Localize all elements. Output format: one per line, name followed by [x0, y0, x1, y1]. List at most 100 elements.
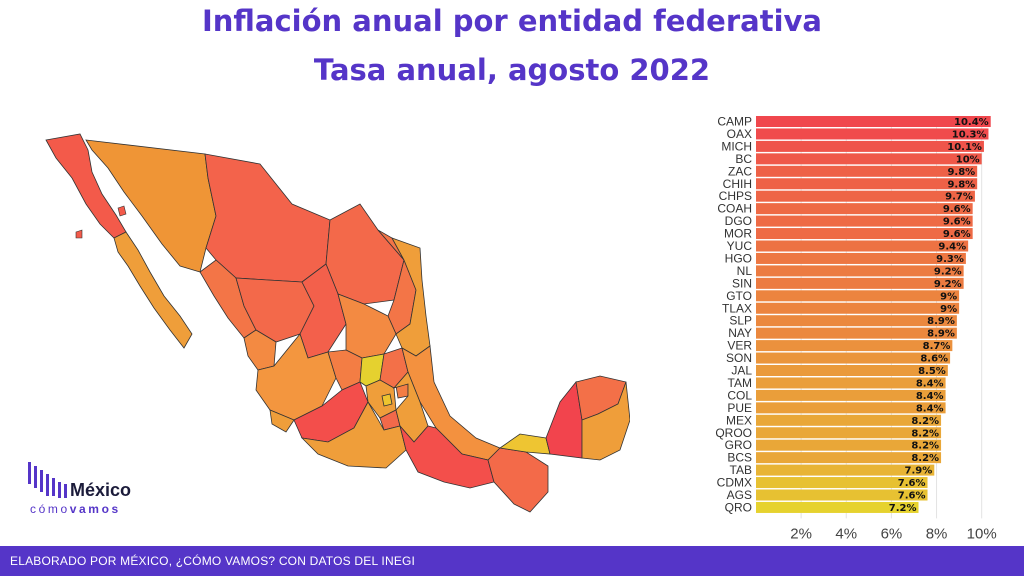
- chart-subtitle: Tasa anual, agosto 2022: [313, 53, 711, 87]
- category-label: BCS: [727, 451, 752, 465]
- data-label: 7.9%: [905, 466, 933, 477]
- data-label: 8.4%: [916, 378, 944, 389]
- bar-tab: [756, 464, 935, 476]
- x-tick-label: 4%: [835, 525, 857, 542]
- data-label: 9.3%: [936, 254, 964, 265]
- logo-bars-icon: [28, 462, 67, 498]
- bar-zac: [756, 165, 978, 177]
- data-label: 8.5%: [918, 366, 946, 377]
- data-label: 9.4%: [938, 242, 966, 253]
- logo-sub-light: cómo: [30, 502, 70, 516]
- state-chps: [487, 447, 549, 513]
- category-label: GRO: [725, 438, 752, 452]
- category-label: PUE: [727, 401, 752, 415]
- footer-source-text: ELABORADO POR MÉXICO, ¿CÓMO VAMOS? CON D…: [10, 554, 416, 568]
- bar-nay: [756, 327, 957, 339]
- category-label: SLP: [729, 314, 752, 328]
- state-oax: [399, 425, 495, 489]
- category-label: TAB: [730, 463, 752, 477]
- category-label: MEX: [726, 413, 752, 427]
- category-label: NL: [737, 264, 753, 278]
- category-label: TLAX: [722, 301, 752, 315]
- data-label: 7.6%: [898, 478, 926, 489]
- state-chih: [204, 153, 331, 283]
- data-label: 10%: [956, 154, 980, 165]
- category-label: BC: [735, 152, 752, 166]
- bar-gro: [756, 439, 942, 451]
- data-label: 8.4%: [916, 403, 944, 414]
- category-label: SIN: [732, 276, 752, 290]
- data-label: 9.2%: [934, 279, 962, 290]
- bar-chps: [756, 190, 975, 202]
- bar-col: [756, 389, 946, 401]
- bar-bc: [756, 153, 982, 165]
- bar-hgo: [756, 252, 966, 264]
- bar-ver: [756, 340, 953, 352]
- data-label: 7.6%: [898, 491, 926, 502]
- data-label: 8.2%: [911, 428, 939, 439]
- data-label: 7.2%: [889, 503, 917, 514]
- bar-tam: [756, 377, 946, 389]
- state-qroo: [581, 381, 630, 461]
- data-label: 9.8%: [947, 179, 975, 190]
- bar-gto: [756, 290, 960, 302]
- category-label: TAM: [728, 376, 752, 390]
- data-label: 8.9%: [927, 316, 955, 327]
- data-label: 10.3%: [952, 129, 987, 140]
- bar-dgo: [756, 215, 973, 227]
- data-label: 9.7%: [945, 192, 973, 203]
- category-label: NAY: [728, 326, 752, 340]
- data-label: 9.6%: [943, 229, 971, 240]
- bar-mor: [756, 228, 973, 240]
- category-label: COAH: [717, 202, 752, 216]
- bar-bcs: [756, 452, 942, 464]
- state-camp: [545, 381, 583, 459]
- data-label: 8.2%: [911, 416, 939, 427]
- category-label: MICH: [721, 139, 752, 153]
- category-label: QRO: [725, 500, 752, 514]
- bar-oax: [756, 128, 989, 140]
- bar-chart: CAMP 10.4% OAX 10.3% MICH 10.1% BC 10% ZAC 9.8% CH…: [715, 115, 996, 543]
- bar-slp: [756, 315, 957, 327]
- category-label: CHPS: [719, 189, 752, 203]
- bar-jal: [756, 365, 948, 376]
- bar-qroo: [756, 427, 942, 439]
- bar-sin: [756, 277, 964, 289]
- data-label: 9%: [940, 304, 957, 315]
- bar-mich: [756, 140, 984, 152]
- island: [75, 229, 83, 239]
- bar-qro: [756, 501, 919, 513]
- logo-brand-text: México: [70, 480, 132, 500]
- category-label: AGS: [727, 488, 752, 502]
- data-label: 8.2%: [911, 441, 939, 452]
- bar-chih: [756, 178, 978, 190]
- data-label: 8.9%: [927, 329, 955, 340]
- state-cdmx: [381, 393, 393, 407]
- state-coah: [325, 203, 405, 305]
- data-label: 10.4%: [954, 117, 989, 128]
- category-label: VER: [727, 339, 752, 353]
- chart-title: Inflación anual por entidad federativa: [201, 4, 822, 38]
- bar-nl: [756, 265, 964, 277]
- bar-cdmx: [756, 477, 928, 489]
- mexico-choropleth-map: [45, 133, 630, 513]
- category-label: GTO: [726, 289, 752, 303]
- category-label: HGO: [725, 251, 752, 265]
- data-label: 8.7%: [923, 341, 951, 352]
- state-col: [269, 409, 295, 433]
- data-label: 9.6%: [943, 204, 971, 215]
- bar-yuc: [756, 240, 969, 252]
- bar-son: [756, 352, 951, 364]
- bar-mex: [756, 414, 942, 426]
- data-label: 8.2%: [911, 453, 939, 464]
- bar-pue: [756, 402, 946, 414]
- category-label: QROO: [715, 426, 752, 440]
- x-tick-label: 6%: [881, 525, 903, 542]
- data-label: 9.2%: [934, 266, 962, 277]
- data-label: 9.6%: [943, 217, 971, 228]
- category-label: OAX: [727, 127, 752, 141]
- category-label: JAL: [731, 364, 752, 378]
- bar-camp: [756, 116, 991, 127]
- category-label: SON: [726, 351, 752, 365]
- mexico-como-vamos-logo: México cómovamos: [26, 458, 156, 518]
